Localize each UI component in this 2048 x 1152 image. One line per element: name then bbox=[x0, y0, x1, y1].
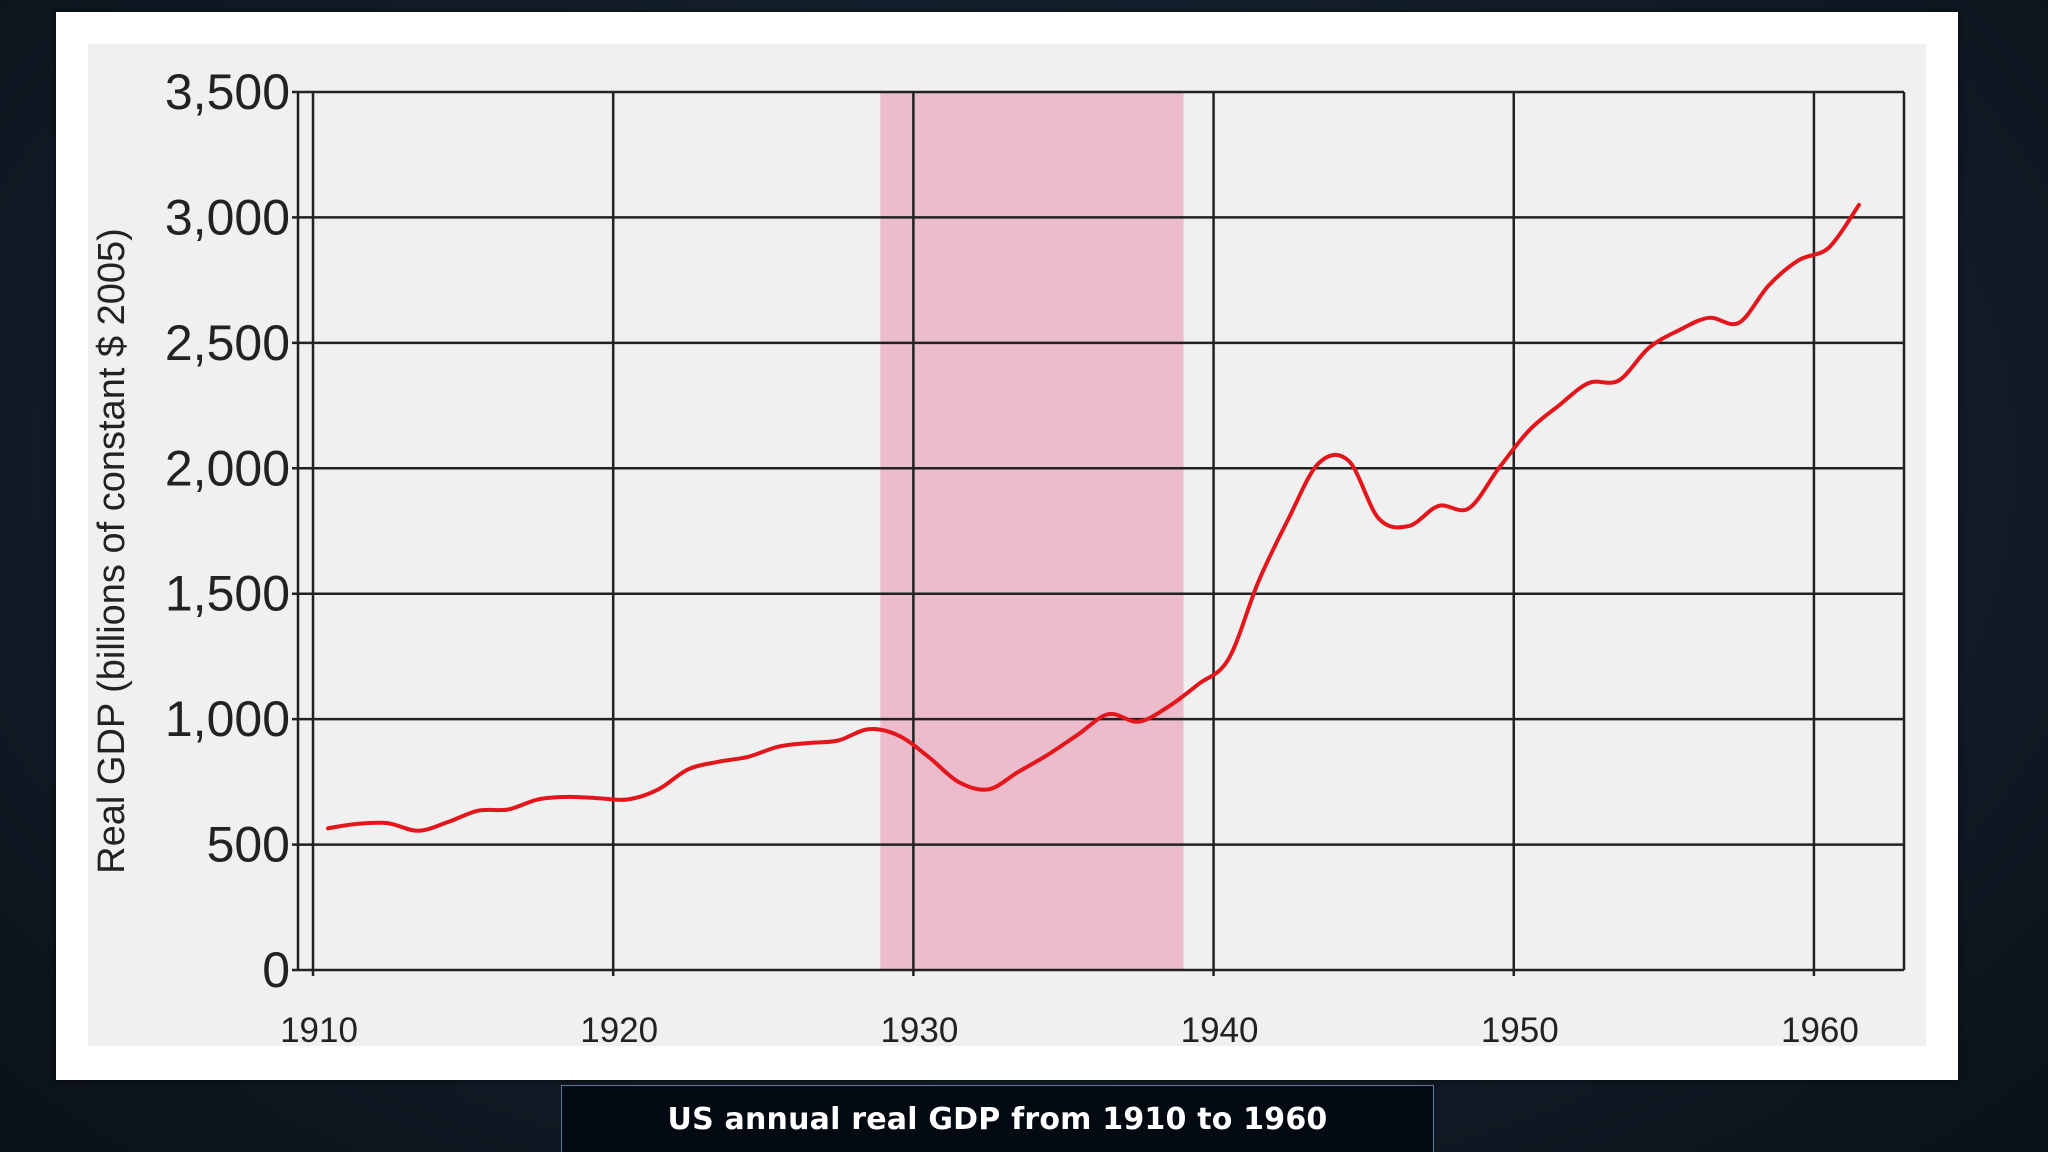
data-point-1957.5 bbox=[1737, 321, 1741, 325]
y-tick-label-0: 0 bbox=[262, 942, 290, 998]
y-tick-label-2500: 2,500 bbox=[165, 315, 290, 371]
grid-lines bbox=[292, 90, 1906, 976]
x-tick-label-1940: 1940 bbox=[1181, 1011, 1259, 1050]
data-point-1951.5 bbox=[1557, 404, 1561, 408]
y-tick-label-500: 500 bbox=[207, 817, 290, 873]
y-tick-label-3500: 3,500 bbox=[165, 64, 290, 120]
data-point-1912.5 bbox=[386, 821, 390, 825]
y-axis-label: Real GDP (billions of constant $ 2005) bbox=[91, 228, 133, 874]
data-point-1952.5 bbox=[1587, 381, 1591, 385]
data-point-1911.5 bbox=[356, 822, 360, 826]
data-point-1942.5 bbox=[1287, 516, 1291, 520]
caption-box: US annual real GDP from 1910 to 1960 bbox=[561, 1085, 1434, 1152]
shaded-region bbox=[880, 92, 1184, 970]
data-point-1919.5 bbox=[596, 796, 600, 800]
series-line bbox=[326, 202, 1861, 833]
data-point-1949.5 bbox=[1497, 466, 1501, 470]
data-point-1954.5 bbox=[1647, 346, 1651, 350]
y-tick-label-1000: 1,000 bbox=[165, 691, 290, 747]
chart-caption: US annual real GDP from 1910 to 1960 bbox=[667, 1101, 1328, 1137]
y-tick-label-3000: 3,000 bbox=[165, 189, 290, 245]
data-point-1934.5 bbox=[1046, 752, 1050, 756]
data-point-1961.5 bbox=[1857, 203, 1861, 207]
data-point-1926.5 bbox=[806, 741, 810, 745]
data-point-1947.5 bbox=[1437, 504, 1441, 508]
data-point-1930.5 bbox=[926, 755, 930, 759]
data-point-1927.5 bbox=[836, 738, 840, 742]
data-point-1922.5 bbox=[686, 767, 690, 771]
x-tick-label-1950: 1950 bbox=[1481, 1011, 1559, 1050]
data-point-1914.5 bbox=[446, 820, 450, 824]
data-point-1946.5 bbox=[1407, 524, 1411, 528]
data-point-1944.5 bbox=[1347, 459, 1351, 463]
data-point-1923.5 bbox=[716, 760, 720, 764]
data-point-1945.5 bbox=[1377, 516, 1381, 520]
data-point-1913.5 bbox=[416, 829, 420, 833]
y-tick-labels: 0 500 1,000 1,500 2,000 2,500 3,000 3,500 bbox=[165, 64, 290, 998]
data-point-1940.5 bbox=[1227, 657, 1231, 661]
y-tick-label-2000: 2,000 bbox=[165, 440, 290, 496]
data-point-1920.5 bbox=[626, 797, 630, 801]
x-tick-label-1960: 1960 bbox=[1781, 1011, 1859, 1050]
data-point-1958.5 bbox=[1767, 283, 1771, 287]
data-point-1915.5 bbox=[476, 809, 480, 813]
data-point-1941.5 bbox=[1257, 579, 1261, 583]
data-point-1960.5 bbox=[1827, 246, 1831, 250]
data-point-1948.5 bbox=[1467, 506, 1471, 510]
data-point-1956.5 bbox=[1707, 316, 1711, 320]
y-tick-label-1500: 1,500 bbox=[165, 566, 290, 622]
data-point-1917.5 bbox=[536, 797, 540, 801]
data-point-1935.5 bbox=[1076, 732, 1080, 736]
data-point-1938.5 bbox=[1167, 705, 1171, 709]
data-point-1932.5 bbox=[986, 787, 990, 791]
data-point-1953.5 bbox=[1617, 378, 1621, 382]
data-point-1936.5 bbox=[1107, 712, 1111, 716]
data-point-1918.5 bbox=[566, 795, 570, 799]
data-point-1931.5 bbox=[956, 780, 960, 784]
data-point-1928.5 bbox=[866, 727, 870, 731]
data-point-1924.5 bbox=[746, 755, 750, 759]
x-tick-label-1920: 1920 bbox=[580, 1011, 658, 1050]
data-point-1943.5 bbox=[1317, 461, 1321, 465]
data-point-1916.5 bbox=[506, 807, 510, 811]
x-tick-label-1910: 1910 bbox=[280, 1011, 358, 1050]
data-point-1921.5 bbox=[656, 787, 660, 791]
x-tick-labels: 1910 1920 1930 1940 1950 1960 bbox=[280, 1011, 1859, 1050]
data-point-1933.5 bbox=[1016, 770, 1020, 774]
data-point-1939.5 bbox=[1197, 682, 1201, 686]
chart-card: 0 500 1,000 1,500 2,000 2,500 3,000 3,500 1910 1… bbox=[56, 12, 1958, 1080]
x-tick-label-1930: 1930 bbox=[880, 1011, 958, 1050]
data-point-1929.5 bbox=[896, 733, 900, 737]
data-point-1910.5 bbox=[326, 826, 330, 830]
data-point-1955.5 bbox=[1677, 328, 1681, 332]
data-point-1937.5 bbox=[1137, 720, 1141, 724]
data-point-1925.5 bbox=[776, 745, 780, 749]
data-point-1959.5 bbox=[1797, 258, 1801, 262]
data-point-1950.5 bbox=[1527, 429, 1531, 433]
